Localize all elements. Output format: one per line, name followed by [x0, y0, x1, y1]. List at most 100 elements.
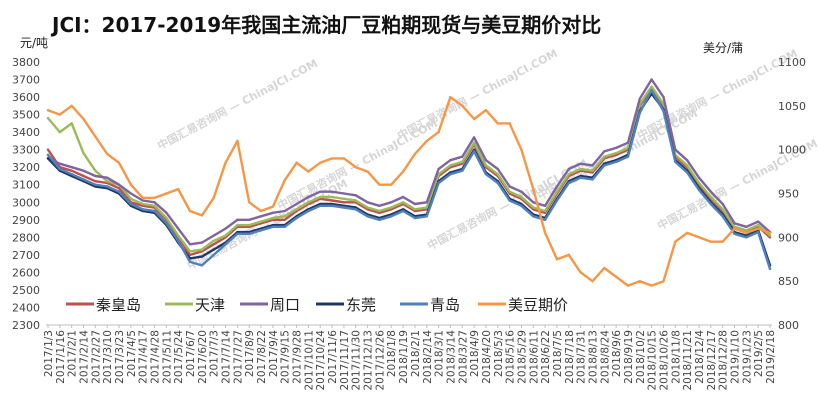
data-point	[685, 164, 689, 167]
data-point	[342, 197, 346, 200]
data-point	[697, 188, 701, 192]
data-point	[58, 130, 62, 134]
data-point	[745, 236, 748, 239]
data-point	[117, 161, 121, 165]
data-point	[295, 161, 298, 165]
right-tick-label: 950	[778, 188, 799, 201]
right-axis: 800 850 900 950 1000 1050 1100	[778, 56, 806, 332]
data-point	[212, 253, 215, 257]
data-point	[259, 220, 263, 223]
data-point	[614, 275, 618, 278]
data-point	[520, 190, 523, 193]
data-point	[236, 218, 239, 221]
data-point	[390, 206, 393, 209]
data-point	[129, 197, 133, 200]
x-tick-label: 2017/11/30	[351, 330, 363, 391]
series-line-5	[46, 88, 772, 271]
data-point	[283, 209, 286, 213]
data-point	[117, 183, 121, 186]
x-tick-label: 2017/6/20	[197, 330, 209, 384]
data-point	[354, 208, 357, 211]
data-point	[271, 211, 275, 214]
data-point	[200, 255, 204, 258]
data-point	[330, 190, 334, 193]
data-point	[768, 267, 772, 271]
x-tick-label: 2018/11/8	[670, 330, 682, 384]
left-tick-label: 3800	[12, 56, 40, 69]
left-axis-unit: 元/吨	[20, 36, 48, 50]
data-point	[709, 190, 713, 193]
x-tick-label: 2017/8/9	[244, 330, 256, 377]
data-point	[307, 195, 310, 199]
data-point	[295, 202, 298, 206]
x-tick-label: 2017/7/14	[221, 330, 233, 384]
x-tick-label: 2017/10/11	[303, 330, 315, 391]
left-tick-label: 2900	[12, 214, 40, 227]
data-point	[200, 248, 204, 251]
x-tick-label: 2017/9/4	[268, 330, 280, 377]
data-point	[614, 151, 618, 155]
data-point	[425, 215, 428, 218]
data-point	[224, 227, 227, 230]
data-point	[425, 206, 428, 209]
x-tick-label: 2017/12/13	[363, 330, 375, 391]
x-tick-label: 2017/6/7	[185, 330, 197, 377]
data-point	[709, 202, 713, 206]
data-point	[508, 122, 511, 125]
data-point	[176, 239, 180, 243]
legend: 秦皇岛 天津 周口 东莞 青岛 美豆期价	[66, 296, 568, 314]
data-point	[390, 215, 393, 218]
data-point	[319, 161, 322, 165]
x-tick-label: 2018/4/9	[469, 330, 481, 377]
data-point	[401, 170, 405, 173]
right-tick-label: 900	[778, 231, 799, 244]
data-point	[496, 167, 499, 171]
data-point	[295, 208, 298, 211]
data-point	[129, 192, 133, 195]
left-tick-label: 2600	[12, 266, 40, 279]
data-point	[520, 204, 523, 207]
data-point	[461, 155, 464, 158]
data-point	[330, 204, 334, 207]
x-tick-label: 2018/8/24	[599, 330, 611, 384]
data-point	[413, 152, 417, 156]
x-tick-label: 2019/1/10	[729, 330, 741, 384]
data-point	[224, 234, 227, 237]
data-point	[58, 113, 62, 116]
data-point	[709, 240, 713, 243]
x-tick-label: 2019/1/23	[741, 330, 753, 384]
data-point	[366, 201, 369, 204]
data-point	[461, 169, 464, 172]
data-point	[721, 240, 724, 243]
x-tick-label: 2017/12/26	[374, 330, 386, 391]
x-tick-label: 2017/9/28	[292, 330, 304, 384]
data-point	[567, 173, 570, 176]
x-tick-label: 2018/5/3	[493, 330, 505, 377]
x-tick-label: 2017/3/10	[102, 330, 114, 384]
data-point	[508, 185, 511, 188]
x-tick-label: 2017/9/15	[280, 330, 292, 384]
data-point	[603, 155, 606, 158]
data-point	[153, 204, 156, 207]
data-point	[721, 202, 724, 206]
x-tick-label: 2018/7/18	[564, 330, 576, 384]
data-point	[307, 170, 310, 173]
data-point	[165, 216, 168, 220]
data-point	[342, 206, 346, 209]
x-tick-label: 2018/3/27	[457, 330, 469, 384]
data-point	[236, 223, 239, 227]
data-point	[567, 253, 570, 257]
data-point	[413, 208, 417, 211]
data-point	[70, 173, 73, 176]
data-point	[70, 169, 73, 172]
plot-area	[46, 78, 772, 287]
x-tick-label: 2018/4/20	[481, 330, 493, 384]
data-point	[508, 190, 511, 193]
data-point	[295, 216, 298, 220]
data-point	[674, 160, 677, 164]
x-tick-label: 2019/2/18	[765, 330, 777, 384]
data-point	[70, 122, 73, 125]
data-point	[543, 218, 547, 221]
data-point	[591, 279, 594, 283]
data-point	[579, 174, 582, 178]
